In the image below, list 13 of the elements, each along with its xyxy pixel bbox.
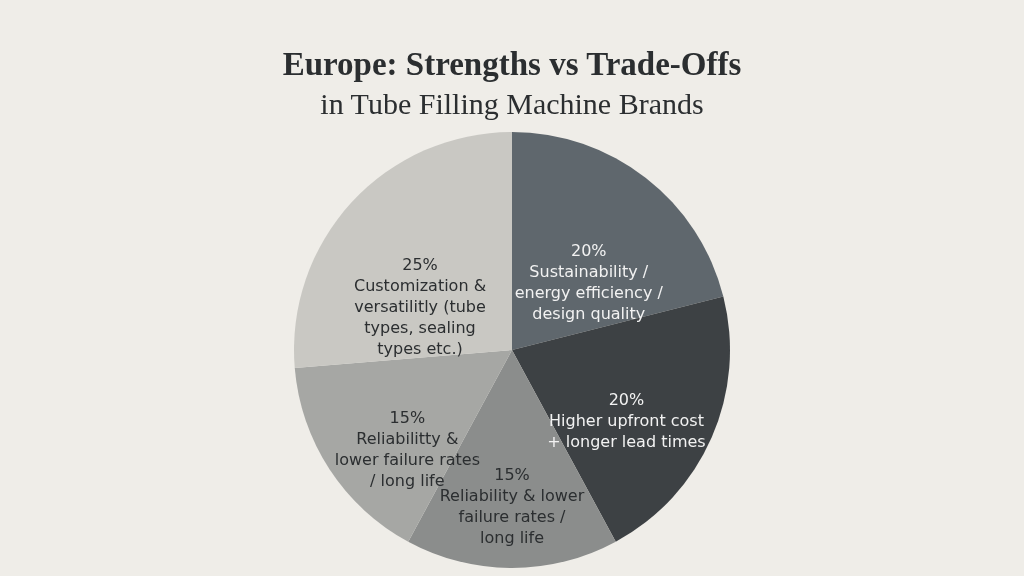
chart-subtitle: in Tube Filling Machine Brands [320,87,704,120]
data-label: 20% [571,241,607,261]
data-label: 25% [402,255,438,275]
pie-slice [512,132,724,350]
chart-title: Europe: Strengths vs Trade-Offs [282,46,742,82]
data-label: 15% [494,465,530,484]
pie-slice [294,132,512,368]
data-label: 20% [608,390,645,410]
slice-label: Reliability & lower failure rates / long life [439,486,585,547]
slice-label: Sustainability / energy efficiency / design quality [514,262,664,324]
slice-label: Higher upfront cost + longer lead times [547,411,706,452]
data-label: 15% [389,408,426,428]
slice-label: Customization & versatilitly (tube types, sealing types etc.) [353,276,487,359]
